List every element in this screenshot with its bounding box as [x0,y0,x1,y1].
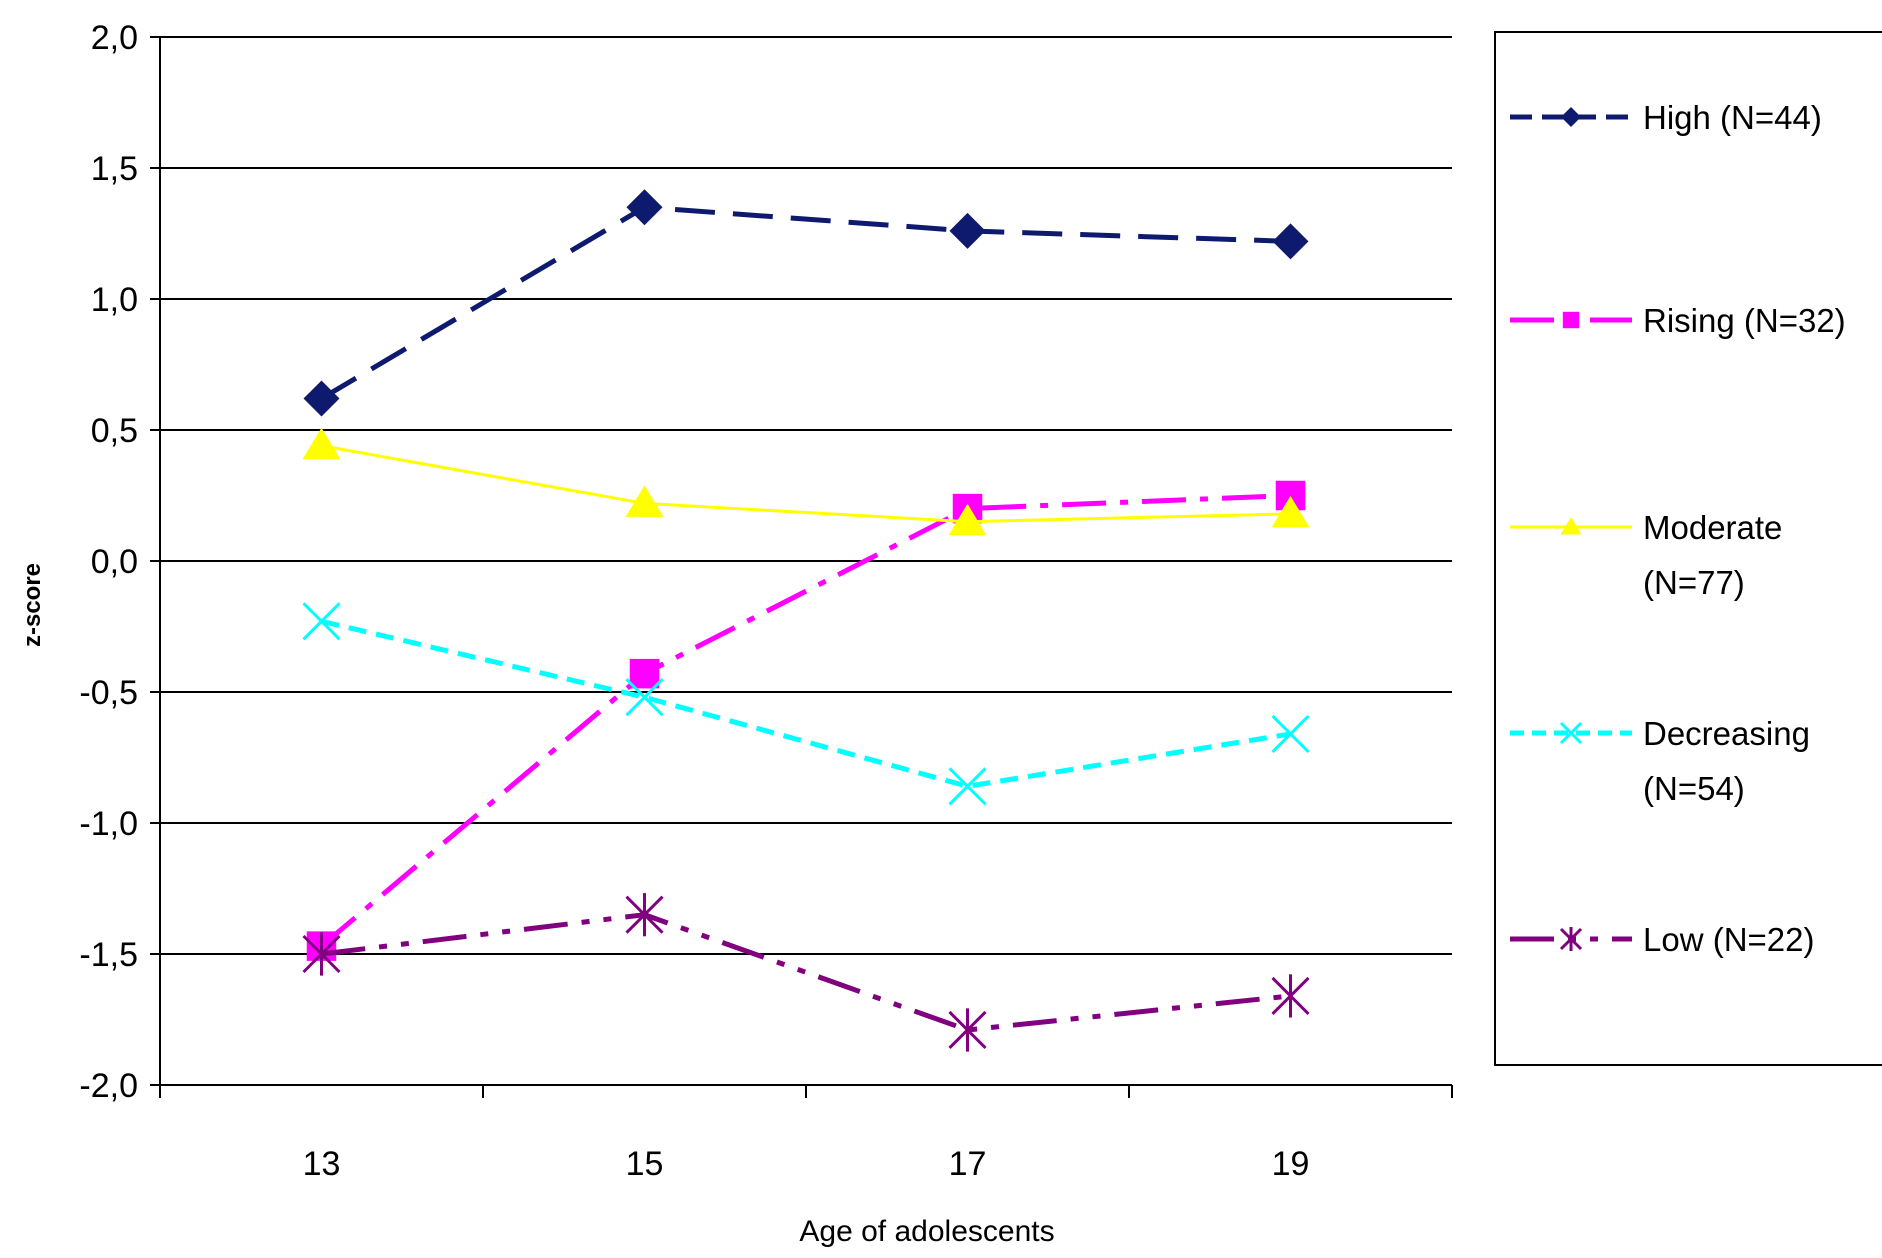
data-point [1271,974,1310,1018]
data-point [1271,714,1310,753]
y-tick-label: -0,5 [79,674,138,712]
y-tick-label: 1,0 [91,281,138,319]
x-tick-label: 17 [949,1145,987,1183]
data-point [1559,721,1583,745]
legend-label: Moderate [1643,509,1782,546]
legend-item: Rising (N=32) [1510,302,1846,339]
series-line [321,444,1291,524]
data-point [302,427,341,460]
x-axis-title: Age of adolescents [799,1215,1054,1248]
grid-lines [160,36,1452,1086]
y-tick-label: -1,0 [79,805,138,843]
series-1 [303,189,1309,417]
legend-box [1494,31,1882,1066]
y-tick-label: 1,5 [91,150,138,188]
legend-item: Moderate (N=77) [1510,509,1782,601]
data-point [629,658,660,689]
legend-label: Low (N=22) [1643,921,1815,958]
series-lines [302,189,1310,1052]
y-tick-label: 0,5 [91,412,138,450]
x-tick-label: 15 [626,1145,664,1183]
x-tick-label: 13 [303,1145,341,1183]
legend-label: Decreasing [1643,715,1810,752]
axes [150,36,1453,1098]
data-point [1560,517,1582,535]
data-point [625,678,664,717]
series-3 [302,427,1310,536]
y-axis-title: z-score [19,563,46,647]
data-point [948,1008,987,1052]
legend-label: Rising (N=32) [1643,302,1846,339]
legend: High (N=44) Rising (N=32) Moderate (N=77) De… [1494,31,1882,1066]
series-line [320,618,1291,789]
data-point [1561,107,1581,127]
legend-label: (N=77) [1643,564,1745,601]
legend-item: Decreasing (N=54) [1510,715,1810,807]
y-tick-labels: 2,0 1,5 1,0 0,5 0,0 -0,5 -1,0 -1,5 -2,0 [79,19,138,1105]
data-point [302,602,341,641]
y-tick-label: 2,0 [91,19,138,57]
series-line [321,912,1291,1033]
legend-label: High (N=44) [1643,99,1822,136]
legend-item: High (N=44) [1510,99,1822,136]
x-tick-labels: 13 15 17 19 [303,1145,1310,1183]
legend-item: Low (N=22) [1510,921,1815,958]
series-line [320,204,1291,401]
y-tick-label: -1,5 [79,936,138,974]
data-point [625,893,664,937]
data-point [1559,927,1583,951]
legend-label: (N=54) [1643,770,1745,807]
series-5 [302,893,1310,1052]
data-point [1271,495,1310,528]
data-point [626,189,663,226]
data-point [948,767,987,806]
data-point [302,932,341,976]
data-point [1272,223,1309,260]
y-tick-label: 0,0 [91,543,138,581]
data-point [948,503,987,536]
y-tick-label: -2,0 [79,1067,138,1105]
series-4 [302,602,1310,806]
series-2 [306,480,1306,961]
data-point [303,380,340,417]
data-point [1562,311,1580,329]
data-point [625,485,664,517]
series-line [319,493,1291,949]
data-point [949,212,986,249]
x-tick-label: 19 [1272,1145,1310,1183]
